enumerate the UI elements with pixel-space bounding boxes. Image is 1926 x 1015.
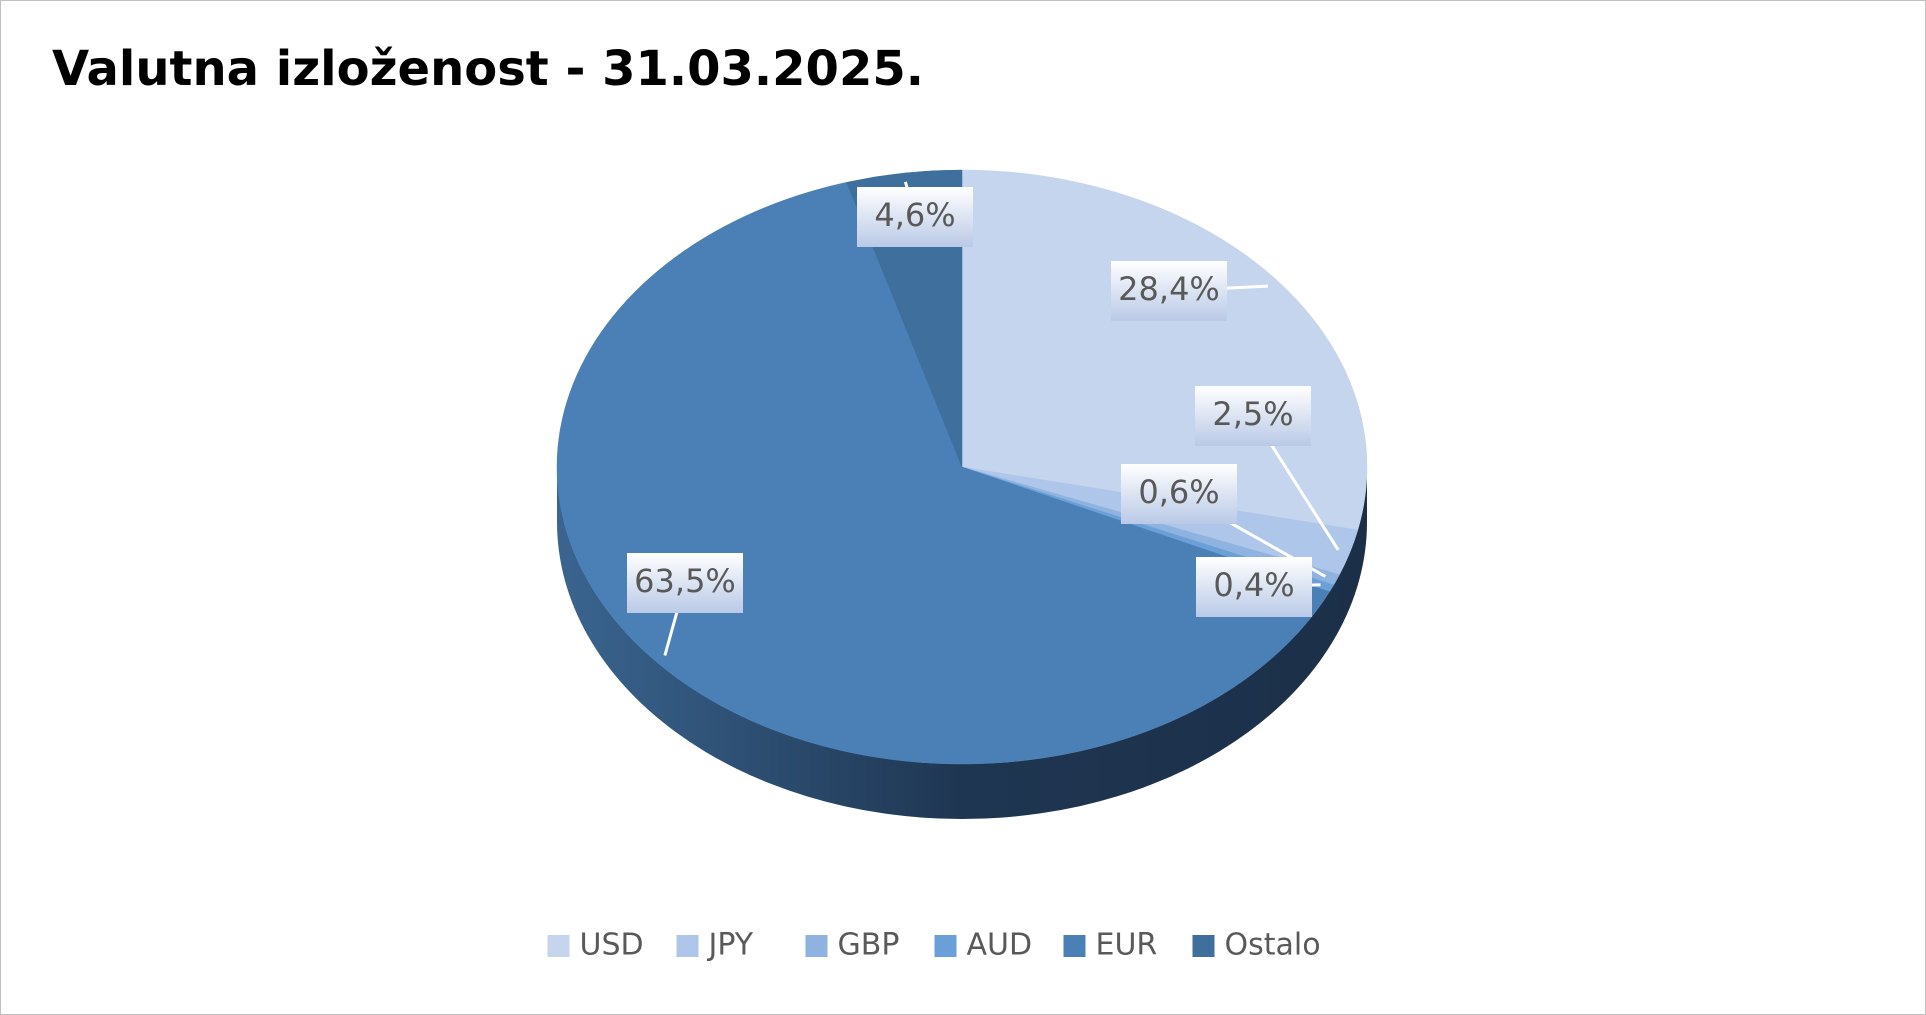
legend-swatch: [1063, 935, 1086, 957]
label-box: [857, 187, 973, 247]
legend-label: JPY: [707, 928, 754, 963]
data-label: 28,4%: [1118, 270, 1220, 308]
legend-label: GBP: [838, 928, 900, 963]
legend-label: USD: [580, 928, 644, 963]
label-box: [1121, 464, 1237, 524]
pie-slice: [556, 182, 1330, 765]
legend-swatch: [1192, 935, 1215, 957]
legend-swatch: [547, 935, 570, 957]
label-box: [1196, 557, 1312, 617]
legend-swatch: [805, 935, 828, 957]
chart-title: Valutna izloženost - 31.03.2025.: [52, 41, 924, 97]
label-box: [1195, 386, 1311, 446]
legend-label: Ostalo: [1225, 928, 1321, 963]
legend-swatch: [934, 935, 957, 957]
data-label: 63,5%: [634, 562, 736, 600]
label-box: [1111, 261, 1227, 321]
label-box: [627, 553, 743, 613]
data-label: 0,4%: [1213, 566, 1294, 604]
legend-label: EUR: [1096, 928, 1158, 963]
legend-label: AUD: [967, 928, 1033, 963]
data-label: 2,5%: [1212, 395, 1293, 433]
legend-swatch: [676, 935, 699, 957]
data-label: 4,6%: [874, 196, 955, 234]
pie-side: [557, 467, 1367, 819]
data-label: 0,6%: [1138, 473, 1219, 511]
